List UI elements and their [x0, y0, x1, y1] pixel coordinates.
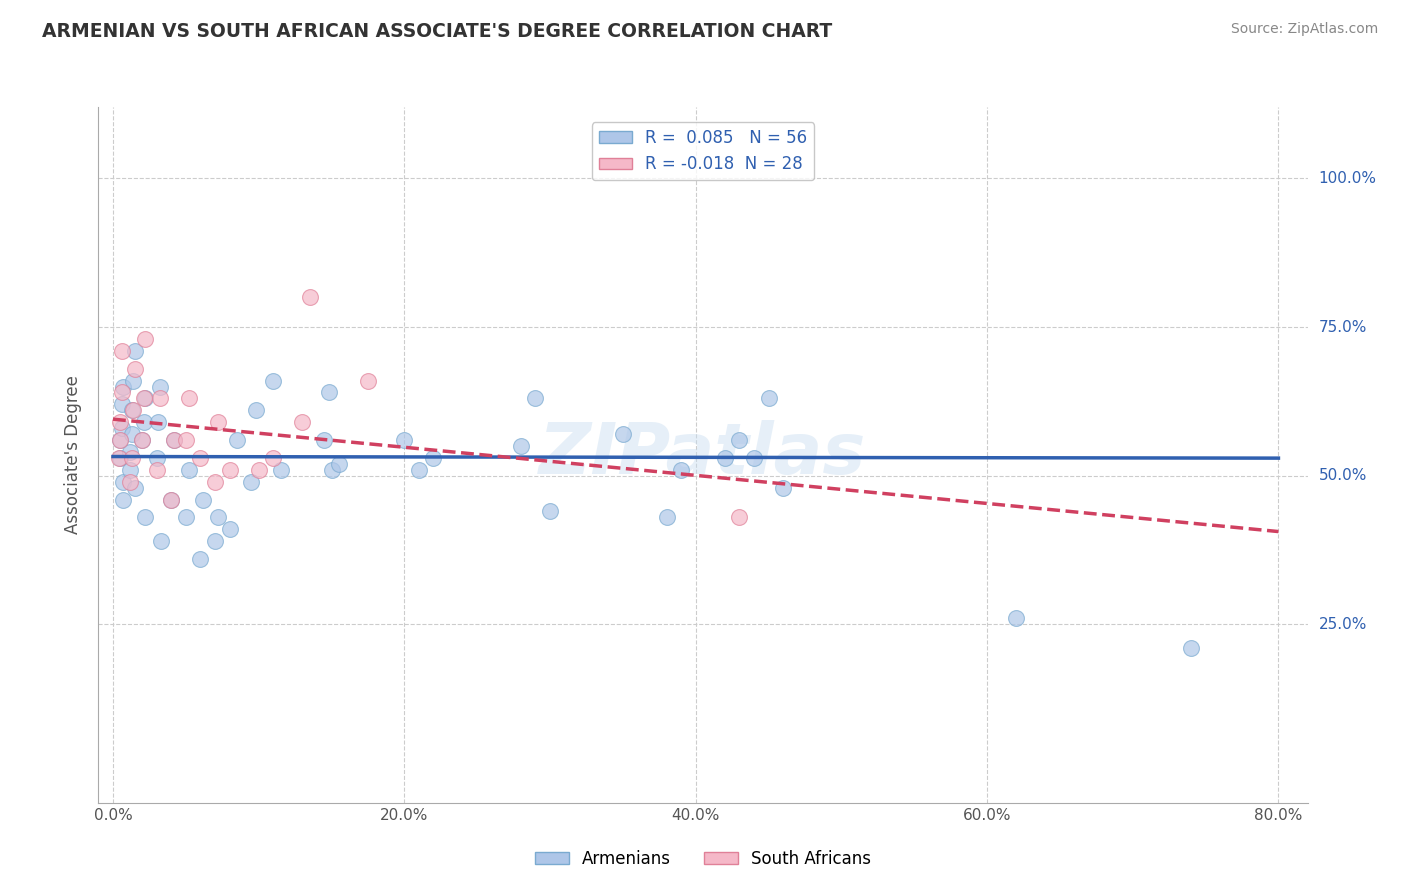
- Point: [298, 290, 321, 304]
- Point: [193, 492, 215, 507]
- Text: Source: ZipAtlas.com: Source: ZipAtlas.com: [1230, 22, 1378, 37]
- Y-axis label: Associate's Degree: Associate's Degree: [65, 376, 83, 534]
- Point: [207, 415, 229, 429]
- Point: [120, 475, 142, 489]
- Point: [270, 463, 292, 477]
- Point: [112, 492, 135, 507]
- Point: [110, 450, 132, 465]
- Point: [357, 374, 380, 388]
- Point: [655, 510, 678, 524]
- Point: [124, 361, 146, 376]
- Point: [240, 475, 263, 489]
- Point: [742, 450, 765, 465]
- Text: 50.0%: 50.0%: [1319, 468, 1367, 483]
- Point: [131, 433, 153, 447]
- Point: [110, 433, 132, 447]
- Point: [146, 415, 169, 429]
- Point: [318, 385, 340, 400]
- Point: [160, 492, 183, 507]
- Point: [145, 450, 167, 465]
- Point: [134, 392, 156, 406]
- Point: [190, 552, 212, 566]
- Text: ARMENIAN VS SOUTH AFRICAN ASSOCIATE'S DEGREE CORRELATION CHART: ARMENIAN VS SOUTH AFRICAN ASSOCIATE'S DE…: [42, 22, 832, 41]
- Point: [134, 510, 156, 524]
- Point: [422, 450, 444, 465]
- Point: [163, 433, 186, 447]
- Point: [394, 433, 416, 447]
- Point: [772, 481, 794, 495]
- Legend: Armenians, South Africans: Armenians, South Africans: [529, 844, 877, 875]
- Point: [714, 450, 737, 465]
- Point: [291, 415, 314, 429]
- Point: [1005, 611, 1028, 625]
- Point: [524, 392, 547, 406]
- Point: [121, 427, 143, 442]
- Point: [110, 415, 132, 429]
- Point: [134, 332, 156, 346]
- Text: 25.0%: 25.0%: [1319, 617, 1367, 632]
- Point: [207, 510, 229, 524]
- Point: [163, 433, 186, 447]
- Point: [262, 374, 284, 388]
- Point: [111, 385, 134, 400]
- Point: [174, 510, 197, 524]
- Point: [108, 450, 131, 465]
- Point: [145, 463, 167, 477]
- Point: [160, 492, 183, 507]
- Point: [120, 463, 142, 477]
- Point: [190, 450, 212, 465]
- Point: [177, 463, 200, 477]
- Point: [131, 433, 153, 447]
- Point: [177, 392, 200, 406]
- Point: [204, 534, 226, 549]
- Point: [122, 403, 145, 417]
- Text: 100.0%: 100.0%: [1319, 171, 1376, 186]
- Point: [124, 343, 146, 358]
- Point: [612, 427, 634, 442]
- Point: [132, 392, 155, 406]
- Point: [111, 343, 134, 358]
- Point: [112, 379, 135, 393]
- Point: [111, 421, 134, 435]
- Point: [121, 403, 143, 417]
- Point: [121, 450, 143, 465]
- Point: [538, 504, 561, 518]
- Point: [262, 450, 284, 465]
- Point: [149, 392, 172, 406]
- Point: [132, 415, 155, 429]
- Point: [728, 510, 751, 524]
- Point: [122, 374, 145, 388]
- Point: [758, 392, 780, 406]
- Point: [1180, 641, 1202, 656]
- Point: [218, 463, 240, 477]
- Point: [110, 433, 132, 447]
- Text: ZIPatlas: ZIPatlas: [540, 420, 866, 490]
- Point: [174, 433, 197, 447]
- Point: [328, 457, 350, 471]
- Point: [669, 463, 692, 477]
- Point: [314, 433, 336, 447]
- Point: [204, 475, 226, 489]
- Point: [728, 433, 751, 447]
- Point: [509, 439, 531, 453]
- Point: [120, 445, 142, 459]
- Point: [149, 379, 172, 393]
- Point: [247, 463, 270, 477]
- Point: [124, 481, 146, 495]
- Text: 75.0%: 75.0%: [1319, 319, 1367, 334]
- Point: [408, 463, 430, 477]
- Point: [218, 522, 240, 536]
- Point: [111, 397, 134, 411]
- Legend: R =  0.085   N = 56, R = -0.018  N = 28: R = 0.085 N = 56, R = -0.018 N = 28: [592, 122, 814, 180]
- Point: [225, 433, 247, 447]
- Point: [245, 403, 267, 417]
- Point: [150, 534, 173, 549]
- Point: [112, 475, 135, 489]
- Point: [321, 463, 343, 477]
